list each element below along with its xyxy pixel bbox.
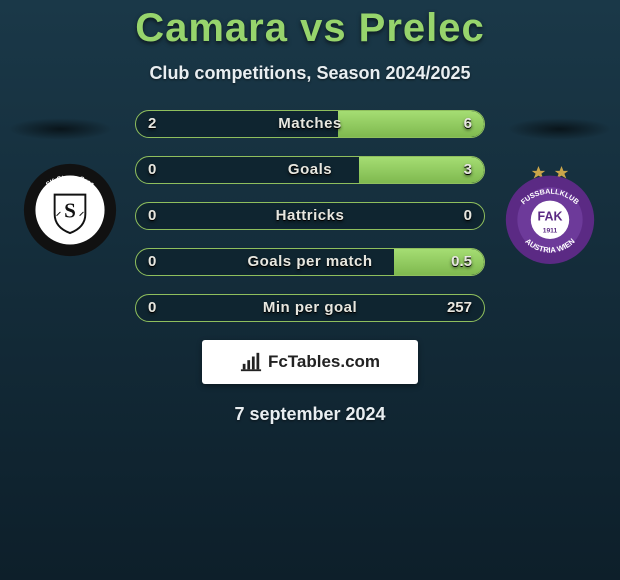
sturm-graz-icon: SK Sturm Graz S: [22, 162, 118, 258]
stat-bar: 0Goals3: [135, 156, 485, 184]
bar-label: Min per goal: [136, 295, 484, 321]
page-title: Camara vs Prelec: [0, 0, 620, 51]
left-club-logo: SK Sturm Graz S: [22, 162, 118, 258]
left-club-monogram: S: [64, 199, 76, 223]
comparison-arena: SK Sturm Graz S FU: [0, 110, 620, 322]
brand-text: FcTables.com: [268, 352, 380, 372]
shadow-ellipse-right: [507, 118, 612, 140]
bar-value-right: 257: [447, 295, 472, 321]
bar-label: Matches: [136, 111, 484, 137]
bar-value-right: 0.5: [451, 249, 472, 275]
bar-value-right: 6: [464, 111, 472, 137]
stat-bars: 2Matches60Goals30Hattricks00Goals per ma…: [135, 110, 485, 322]
right-club-logo: FUSSBALLKLUB AUSTRIA WIEN FAK 1911: [502, 162, 598, 258]
stat-bar: 2Matches6: [135, 110, 485, 138]
brand-attribution[interactable]: FcTables.com: [202, 340, 418, 384]
austria-wien-icon: FUSSBALLKLUB AUSTRIA WIEN FAK 1911: [502, 162, 598, 268]
bar-label: Hattricks: [136, 203, 484, 229]
shadow-ellipse-left: [8, 118, 113, 140]
bar-label: Goals per match: [136, 249, 484, 275]
right-club-year: 1911: [543, 227, 558, 234]
bar-value-right: 3: [464, 157, 472, 183]
stat-bar: 0Goals per match0.5: [135, 248, 485, 276]
bar-value-right: 0: [464, 203, 472, 229]
date-stamp: 7 september 2024: [0, 404, 620, 425]
page-subtitle: Club competitions, Season 2024/2025: [0, 63, 620, 84]
right-club-monogram: FAK: [538, 210, 563, 224]
stat-bar: 0Min per goal257: [135, 294, 485, 322]
bar-label: Goals: [136, 157, 484, 183]
bar-chart-icon: [240, 351, 262, 373]
stat-bar: 0Hattricks0: [135, 202, 485, 230]
